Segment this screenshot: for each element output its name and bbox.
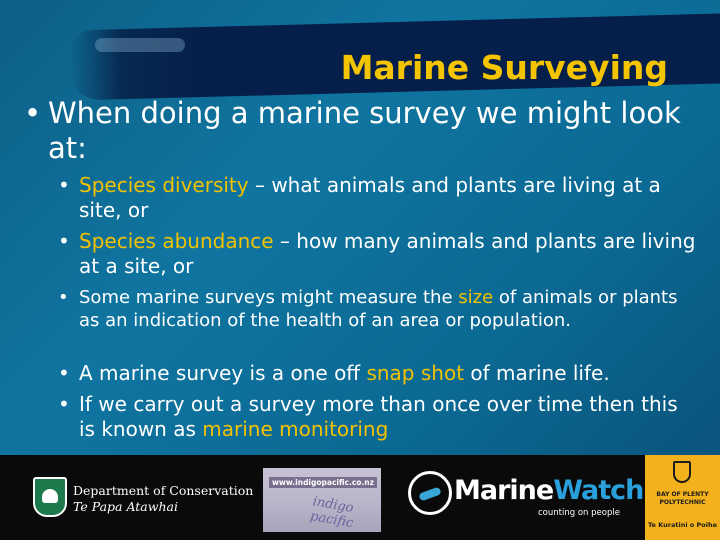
bullet-icon: • xyxy=(58,287,69,308)
bullet-icon: • xyxy=(24,96,42,130)
polytechnic-line2: POLYTECHNIC xyxy=(659,499,706,506)
marinewatch-logo-icon xyxy=(408,471,452,515)
marinewatch-logo: MarineWatch counting on people xyxy=(408,471,644,525)
bullet-species-abundance: • Species abundance – how many animals a… xyxy=(58,229,698,279)
bullet-post: of animals or plants as an indication of… xyxy=(79,287,678,331)
marinewatch-name-b: Watch xyxy=(553,475,644,506)
lead-bullet: • When doing a marine survey we might lo… xyxy=(24,96,694,166)
title-brush-highlight xyxy=(95,38,185,52)
doc-maori-name: Te Papa Atawhai xyxy=(73,499,178,514)
bullet-size: • Some marine surveys might measure the … xyxy=(58,286,698,332)
polytechnic-maori-name: Te Kuratini o Poihe xyxy=(647,521,718,529)
bullet-pre: If we carry out a survey more than once … xyxy=(79,392,678,441)
bullet-icon: • xyxy=(58,173,70,197)
lead-bullet-text: When doing a marine survey we might look… xyxy=(48,96,681,165)
highlight-term: snap shot xyxy=(366,361,465,385)
doc-logo-icon xyxy=(33,477,67,517)
highlight-term: Species diversity xyxy=(79,173,249,197)
logo-footer: Department of Conservation Te Papa Atawh… xyxy=(0,455,720,540)
marinewatch-name: MarineWatch xyxy=(454,475,644,506)
marinewatch-tagline: counting on people xyxy=(538,508,620,518)
bullet-text: If we carry out a survey more than once … xyxy=(58,392,698,442)
bullet-icon: • xyxy=(58,392,70,416)
doc-logo: Department of Conservation Te Papa Atawh… xyxy=(33,477,253,519)
polytechnic-logo-icon xyxy=(673,461,691,483)
bullet-snap-shot: • A marine survey is a one off snap shot… xyxy=(58,361,698,386)
marinewatch-name-a: Marine xyxy=(454,475,554,506)
bullet-rest: – what animals and plants are living at … xyxy=(79,173,661,222)
bullet-pre: A marine survey is a one off xyxy=(79,361,367,385)
highlight-term: size xyxy=(458,287,494,308)
bullet-post: of marine life. xyxy=(464,361,610,385)
doc-name: Department of Conservation xyxy=(73,483,254,498)
indigo-url: www.indigopacific.co.nz xyxy=(269,477,377,488)
bullet-species-diversity: • Species diversity – what animals and p… xyxy=(58,173,698,223)
polytechnic-line1: BAY OF PLENTY xyxy=(656,491,709,498)
bullet-icon: • xyxy=(58,361,70,385)
bullet-text: Species abundance – how many animals and… xyxy=(58,229,698,279)
bullet-text: A marine survey is a one off snap shot o… xyxy=(58,361,698,386)
polytechnic-logo: BAY OF PLENTY POLYTECHNIC Te Kuratini o … xyxy=(645,455,720,540)
bullet-marine-monitoring: • If we carry out a survey more than onc… xyxy=(58,392,698,442)
slide-title: Marine Surveying xyxy=(340,48,668,87)
bullet-text: Some marine surveys might measure the si… xyxy=(58,286,698,332)
bullet-rest: – how many animals and plants are living… xyxy=(79,229,696,278)
bullet-icon: • xyxy=(58,229,70,253)
indigo-pacific-logo: www.indigopacific.co.nz indigo pacific xyxy=(263,468,381,532)
bullet-text: Species diversity – what animals and pla… xyxy=(58,173,698,223)
highlight-term: marine monitoring xyxy=(202,417,389,441)
indigo-wordmark: indigo pacific xyxy=(308,494,355,532)
bullet-pre: Some marine surveys might measure the xyxy=(79,287,459,308)
highlight-term: Species abundance xyxy=(79,229,274,253)
